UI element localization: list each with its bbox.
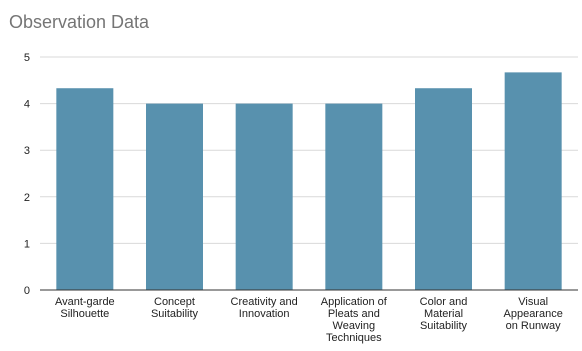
bar [504, 72, 562, 291]
gridlines [40, 56, 578, 244]
x-tick-label: Application of Pleats and Weaving Technique… [321, 296, 388, 344]
x-tick-label: Color and Material Suitability [420, 296, 468, 332]
x-tick-label: Avant-garde Silhouette [55, 296, 115, 320]
bar [56, 88, 114, 290]
bar [146, 103, 203, 290]
bars [56, 72, 562, 291]
x-tick-label: Creativity and Innovation [231, 296, 298, 320]
bar [235, 103, 293, 290]
y-tick-label: 5 [24, 52, 30, 64]
bar [325, 103, 383, 290]
bar [415, 88, 472, 290]
chart-title: Observation Data [9, 12, 150, 32]
y-tick-label: 1 [24, 238, 30, 250]
y-tick-label: 2 [24, 192, 30, 204]
y-axis-ticks: 0 1 2 3 4 5 [24, 52, 30, 297]
y-tick-label: 4 [24, 99, 30, 111]
x-tick-label: Visual Appearance on Runway [504, 296, 563, 332]
y-tick-label: 0 [24, 285, 30, 297]
x-axis-labels: Avant-garde Silhouette Concept Suitability C… [55, 296, 563, 344]
x-tick-label: Concept Suitability [151, 296, 199, 320]
y-tick-label: 3 [24, 145, 30, 157]
